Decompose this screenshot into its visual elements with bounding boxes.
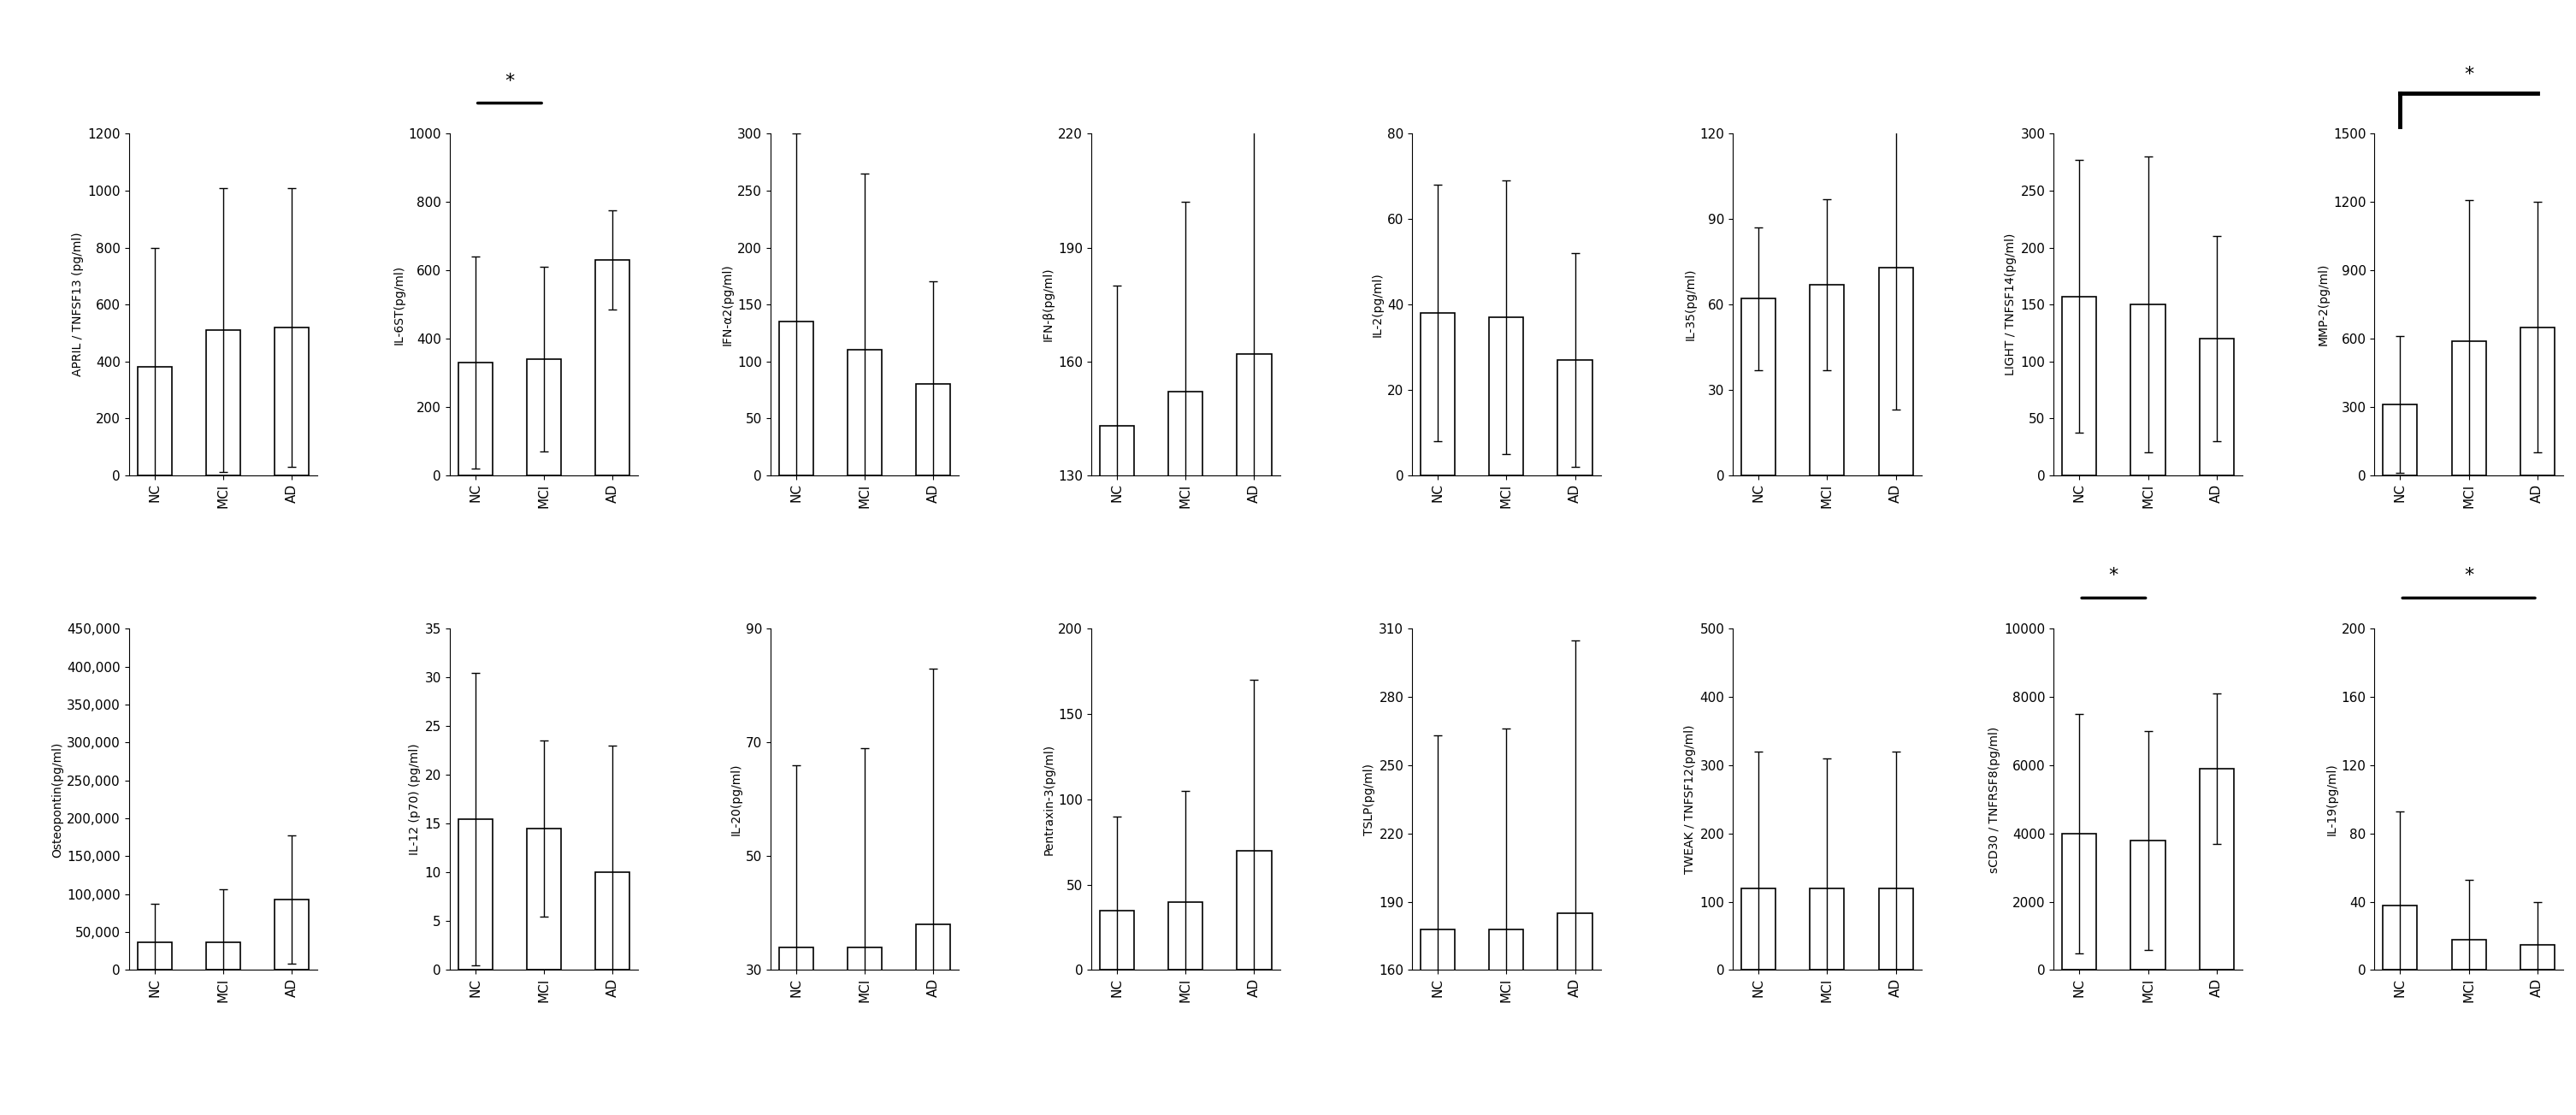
Bar [778, 948, 814, 1115]
Text: *: * [2465, 568, 2473, 584]
Bar [2383, 405, 2416, 475]
Bar [917, 924, 951, 1115]
Bar [2383, 905, 2416, 970]
Bar [1100, 910, 1133, 970]
Bar [2200, 339, 2233, 475]
Bar [2452, 939, 2486, 970]
Text: *: * [2465, 66, 2473, 83]
Bar [848, 350, 881, 475]
Bar [1878, 889, 1914, 970]
Y-axis label: MMP-2(pg/ml): MMP-2(pg/ml) [2318, 263, 2329, 346]
Y-axis label: IL-6ST(pg/ml): IL-6ST(pg/ml) [392, 264, 404, 345]
Bar [1419, 929, 1455, 1115]
Bar [2452, 341, 2486, 475]
Bar [1236, 851, 1273, 970]
Y-axis label: TWEAK / TNFSF12(pg/ml): TWEAK / TNFSF12(pg/ml) [1685, 725, 1695, 874]
Bar [1811, 889, 1844, 970]
Bar [1236, 353, 1273, 968]
Y-axis label: IL-35(pg/ml): IL-35(pg/ml) [1685, 269, 1695, 340]
Y-axis label: LIGHT / TNFSF14(pg/ml): LIGHT / TNFSF14(pg/ml) [2004, 233, 2017, 376]
Bar [137, 367, 173, 475]
Bar [1489, 318, 1522, 475]
Bar [528, 828, 562, 970]
Y-axis label: Osteopontin(pg/ml): Osteopontin(pg/ml) [52, 741, 64, 857]
Bar [1419, 313, 1455, 475]
Y-axis label: IFN-β(pg/ml): IFN-β(pg/ml) [1043, 268, 1054, 341]
Bar [1741, 889, 1775, 970]
Bar [1100, 426, 1133, 968]
Bar [2130, 304, 2164, 475]
Bar [1170, 902, 1203, 970]
Bar [595, 873, 629, 970]
Bar [528, 359, 562, 475]
Bar [1558, 913, 1592, 1115]
Y-axis label: IL-20(pg/ml): IL-20(pg/ml) [729, 764, 742, 835]
Y-axis label: APRIL / TNFSF13 (pg/ml): APRIL / TNFSF13 (pg/ml) [72, 232, 85, 377]
Y-axis label: sCD30 / TNFRSF8(pg/ml): sCD30 / TNFRSF8(pg/ml) [1989, 726, 2002, 873]
Bar [1558, 360, 1592, 475]
Bar [276, 900, 309, 970]
Bar [1741, 299, 1775, 475]
Bar [459, 818, 492, 970]
Bar [206, 330, 240, 475]
Y-axis label: Pentraxin-3(pg/ml): Pentraxin-3(pg/ml) [1043, 744, 1054, 855]
Bar [276, 327, 309, 475]
Bar [848, 948, 881, 1115]
Text: *: * [505, 72, 515, 89]
Bar [459, 362, 492, 475]
Bar [2519, 944, 2555, 970]
Bar [595, 260, 629, 475]
Bar [2063, 834, 2097, 970]
Y-axis label: TSLP(pg/ml): TSLP(pg/ml) [1363, 764, 1376, 835]
Bar [1878, 268, 1914, 475]
Bar [778, 321, 814, 475]
Bar [2519, 327, 2555, 475]
Bar [1489, 929, 1522, 1115]
Bar [2200, 768, 2233, 970]
Bar [917, 384, 951, 475]
Bar [2130, 841, 2164, 970]
Bar [1811, 284, 1844, 475]
Y-axis label: IL-2(pg/ml): IL-2(pg/ml) [1370, 272, 1383, 337]
Bar [206, 942, 240, 970]
Y-axis label: IL-19(pg/ml): IL-19(pg/ml) [2326, 763, 2339, 835]
Y-axis label: IFN-α2(pg/ml): IFN-α2(pg/ml) [721, 263, 734, 346]
Bar [1170, 391, 1203, 968]
Bar [2063, 297, 2097, 475]
Text: *: * [2110, 568, 2117, 584]
Bar [137, 942, 173, 970]
Y-axis label: IL-12 (p70) (pg/ml): IL-12 (p70) (pg/ml) [410, 744, 420, 855]
